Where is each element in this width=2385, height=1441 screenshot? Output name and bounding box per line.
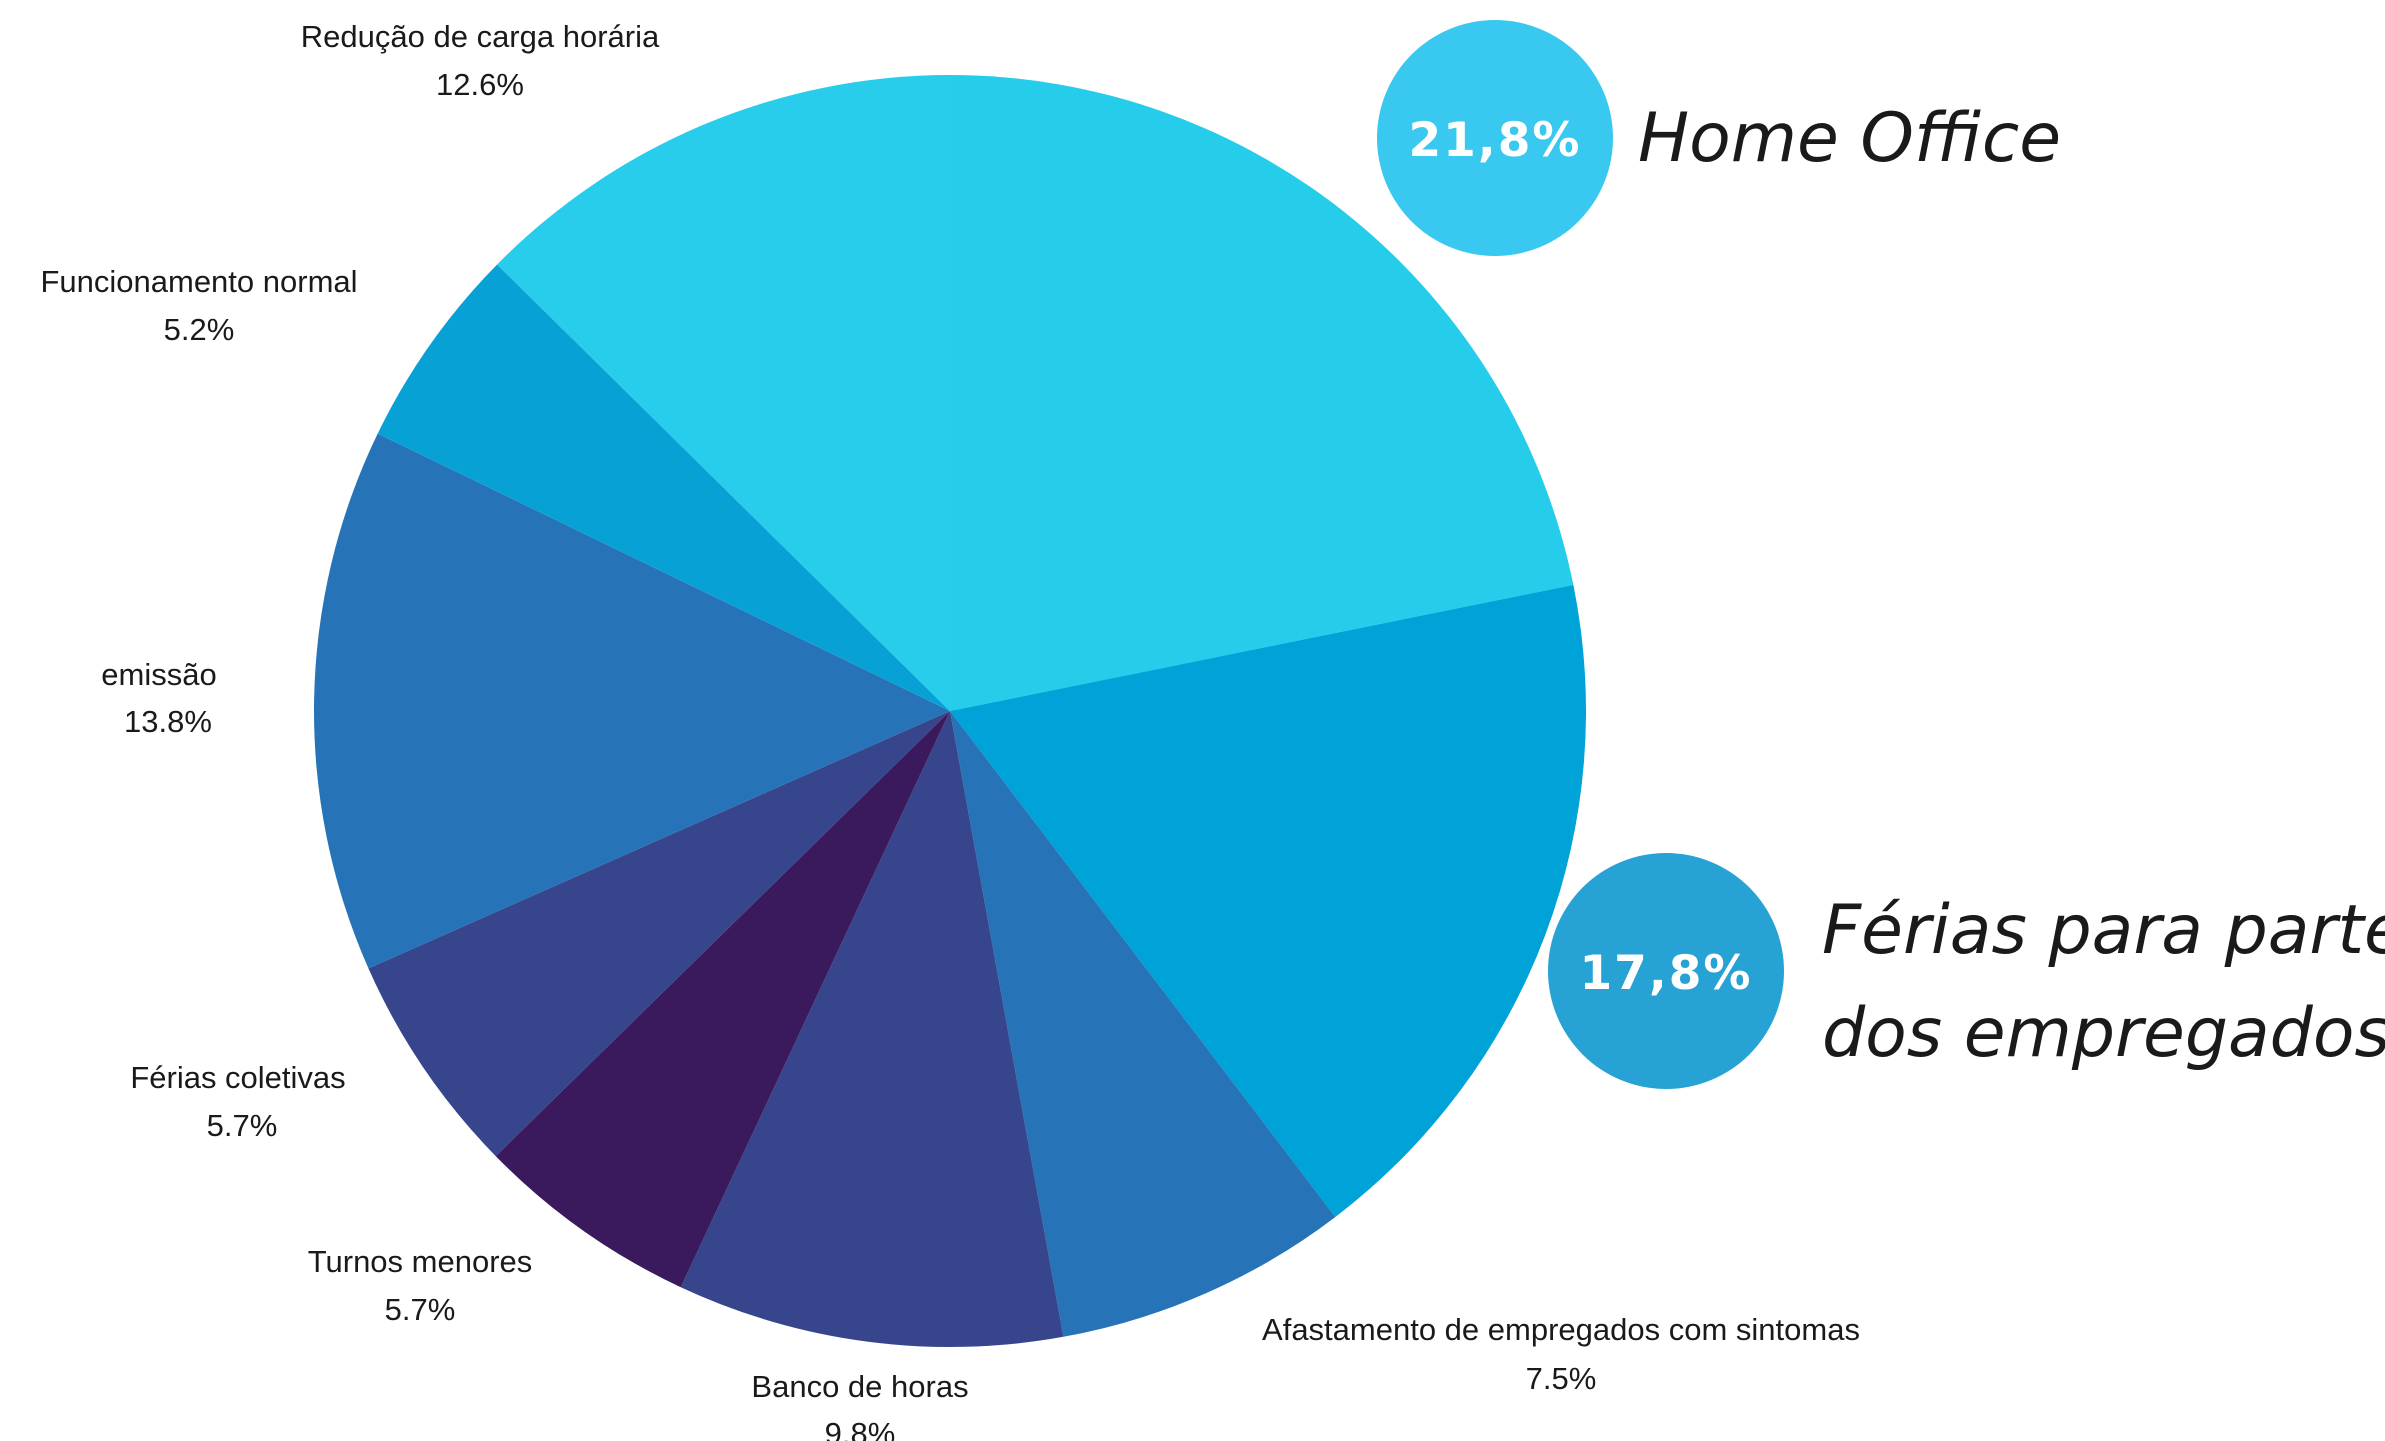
pie-slices [314,75,1586,1347]
pie-slice-4 [495,711,950,1288]
pie-slice-6 [314,433,950,969]
slice-value-ferias-coletivas: 5.7% [207,1108,278,1143]
slice-label-ferias-coletivas: Férias coletivas [130,1060,345,1095]
slice-label-funcionamento: Funcionamento normal [40,264,357,299]
slice-label-afastamento: Afastamento de empregados com sintomas [1262,1312,1860,1347]
slice-label-turnos-menores: Turnos menores [308,1244,533,1279]
ferias-parte-callout-line-2: dos empregados [1822,994,2385,1073]
slice-value-reducao: 12.6% [436,67,524,102]
slice-value-turnos-menores: 5.7% [385,1292,456,1327]
slice-label-banco-de-horas: Banco de horas [751,1369,968,1404]
ferias-parte-badge [1548,853,1784,1089]
slice-label-reducao: Redução de carga horária [301,19,660,54]
pie-slice-8 [497,75,950,711]
pie-slice-2 [950,711,1336,1337]
pie-slice-7 [377,264,950,711]
slice-value-afastamento: 7.5% [1526,1361,1597,1396]
slice-label-emissao: emissão [101,657,216,692]
home-office-badge-value: 21,8% [1408,113,1581,168]
pie-slice-3 [680,711,1064,1347]
pie-slice-5 [368,711,950,1157]
home-office-badge [1377,20,1613,256]
ferias-parte-badge-value: 17,8% [1579,946,1752,1001]
slice-value-emissao: 13.8% [124,704,212,739]
pie-slice-1 [950,584,1586,1217]
slice-value-banco-de-horas: 9.8% [825,1416,896,1441]
slice-value-funcionamento: 5.2% [164,312,235,347]
pie-slice-0 [950,75,1574,711]
ferias-parte-callout-line-1: Férias para parte [1822,891,2385,970]
home-office-callout-text: Home Office [1638,99,2061,178]
